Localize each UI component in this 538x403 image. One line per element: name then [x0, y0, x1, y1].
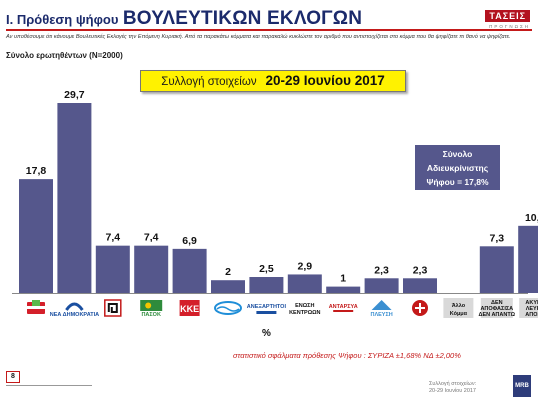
title-main: ΒΟΥΛΕΥΤΙΚΩΝ ΕΚΛΟΓΩΝ	[122, 8, 363, 29]
bar-7	[287, 274, 322, 293]
question-text: Αν υποθέσουμε ότι κάνουμε Βουλευτικές Εκ…	[6, 34, 511, 40]
value-label-10: 2,3	[413, 264, 428, 276]
kke-logo-icon	[179, 300, 200, 316]
wave-icon	[216, 306, 240, 312]
pasok-sun-icon	[145, 302, 152, 309]
value-label-13: 10,5	[525, 212, 538, 224]
plefsi-logo-icon	[371, 300, 392, 310]
void-box	[519, 298, 538, 318]
value-label-12: 7,3	[489, 232, 504, 244]
ek-logo-label2: ΚΕΝΤΡΩΩΝ	[289, 310, 320, 316]
laiki-cross-icon	[415, 303, 425, 313]
footer-date: Συλλογή στοιχείων: 20-29 Ιουνίου 2017	[429, 381, 476, 395]
bar-12	[479, 246, 514, 293]
footer-date-line2: 20-29 Ιουνίου 2017	[429, 388, 476, 394]
bar-6	[249, 277, 284, 293]
title-rule	[6, 29, 532, 31]
undecided-line3: Ψήφου = 17,8%	[426, 177, 489, 187]
antarsya-logo-icon	[333, 310, 354, 312]
value-label-0: 17,8	[26, 165, 47, 177]
value-label-8: 1	[340, 273, 346, 285]
axis-unit: %	[262, 328, 271, 339]
plefsi-logo-label: ΠΛΕΥΣΗ	[370, 312, 392, 318]
ek-logo-label1: ΕΝΩΣΗ	[295, 303, 314, 309]
bar-5	[211, 280, 245, 293]
dont-know-label2: ΑΠΟΦΑΣΙΣΑ	[480, 306, 513, 312]
sample-size: Σύνολο ερωτηθέντων (Ν=2000)	[6, 51, 123, 60]
title-prefix: I. Πρόθεση ψήφου	[6, 12, 119, 27]
value-label-1: 29,7	[64, 89, 85, 101]
syriza-logo-green-icon	[32, 300, 40, 306]
value-label-9: 2,3	[374, 264, 389, 276]
bar-0	[19, 179, 53, 293]
other-party-label1: Άλλο	[452, 303, 466, 309]
nd-logo-icon	[65, 302, 84, 311]
nd-logo-label: ΝΕΑ ΔΗΜΟΚΡΑΤΙΑ	[50, 312, 99, 318]
value-label-3: 7,4	[144, 232, 159, 244]
footer-date-line1: Συλλογή στοιχείων:	[429, 381, 477, 387]
bar-4	[172, 248, 207, 293]
bar-10	[403, 278, 437, 293]
dont-know-label3: ΔΕΝ ΑΠΑΝΤΩ	[479, 312, 516, 318]
collection-label: Συλλογή στοιχείων	[161, 76, 257, 88]
anel-logo-label: ΑΝΕΞΑΡΤΗΤΟΙ	[247, 304, 287, 310]
dont-know-box	[480, 298, 513, 318]
bar-13	[518, 225, 538, 293]
bar-1	[57, 103, 92, 293]
bar-2	[95, 245, 130, 293]
mrb-logo: MRB	[513, 375, 531, 397]
undecided-total-box: Σύνολο Αδιευκρίνιστης Ψήφου = 17,8%	[415, 145, 500, 190]
undecided-line2: Αδιευκρίνιστης	[426, 163, 489, 173]
void-label3: ΑΠΟΧΗ	[525, 312, 538, 318]
value-label-7: 2,9	[297, 260, 312, 272]
anel-logo-icon	[256, 311, 277, 314]
page-number: 8	[6, 371, 20, 383]
bar-8	[326, 286, 361, 293]
footer-rule	[6, 385, 92, 386]
void-label1: ΑΚΥΡΟ	[525, 300, 538, 306]
kke-logo-label: ΚΚΕ	[180, 304, 199, 314]
pasok-logo-label: ΠΑΣΟΚ	[141, 312, 161, 318]
margin-of-error: στατιστικό σφάλματα πρόθεσης Ψήφου : ΣΥΡ…	[233, 351, 461, 360]
other-party-label2: Κόμμα	[450, 311, 468, 317]
brand-name: ΤΑΣΕΙΣ	[485, 10, 530, 22]
antarsya-logo-label: ΑΝΤΑΡΣΥΑ	[329, 304, 358, 310]
void-label2: ΛΕΥΚΟ	[526, 306, 538, 312]
value-label-4: 6,9	[182, 235, 197, 247]
brand-logo: ΤΑΣΕΙΣ ΠΡΟΓΝΩΣΗ	[485, 6, 530, 29]
bar-9	[364, 278, 399, 293]
collection-period-box: Συλλογή στοιχείων 20-29 Ιουνίου 2017	[140, 70, 406, 92]
dont-know-label1: ΔΕΝ	[491, 300, 503, 306]
undecided-line1: Σύνολο	[442, 149, 473, 159]
meander-icon	[107, 303, 118, 313]
other-party-box	[443, 298, 474, 318]
value-label-5: 2	[225, 266, 231, 278]
value-label-2: 7,4	[105, 232, 120, 244]
potami-logo-icon	[214, 301, 242, 315]
brand-sub: ΠΡΟΓΝΩΣΗ	[489, 24, 530, 29]
title-bar: I. Πρόθεση ψήφου ΒΟΥΛΕΥΤΙΚΩΝ ΕΚΛΟΓΩΝ ΤΑΣ…	[0, 6, 538, 30]
value-label-6: 2,5	[259, 263, 274, 275]
page-title: I. Πρόθεση ψήφου ΒΟΥΛΕΥΤΙΚΩΝ ΕΚΛΟΓΩΝ	[6, 8, 362, 30]
bar-3	[134, 245, 169, 293]
collection-dates: 20-29 Ιουνίου 2017	[265, 73, 385, 88]
syriza-logo-stripe-icon	[27, 306, 45, 309]
